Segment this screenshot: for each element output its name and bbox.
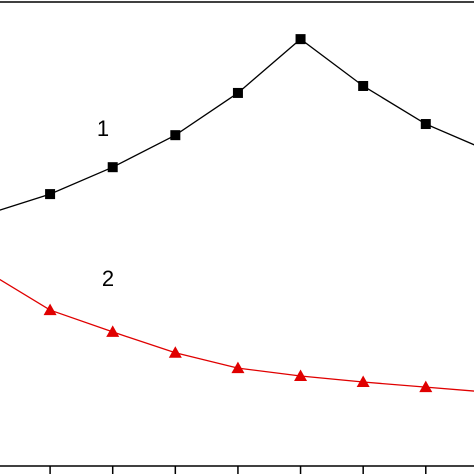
marker bbox=[231, 361, 245, 374]
marker bbox=[420, 119, 431, 130]
series-line bbox=[0, 38, 474, 211]
marker bbox=[232, 87, 243, 98]
marker bbox=[106, 325, 120, 337]
marker bbox=[45, 189, 56, 200]
marker bbox=[294, 369, 308, 381]
marker bbox=[107, 162, 118, 173]
annotation: 1 bbox=[97, 116, 109, 141]
plot-area bbox=[0, 34, 474, 474]
marker bbox=[358, 80, 369, 91]
marker bbox=[168, 346, 182, 358]
marker bbox=[419, 380, 433, 393]
marker bbox=[43, 303, 57, 316]
annotation: 2 bbox=[102, 266, 114, 291]
series-line bbox=[0, 278, 474, 392]
marker bbox=[295, 34, 306, 45]
marker bbox=[356, 375, 370, 388]
marker bbox=[170, 130, 181, 141]
